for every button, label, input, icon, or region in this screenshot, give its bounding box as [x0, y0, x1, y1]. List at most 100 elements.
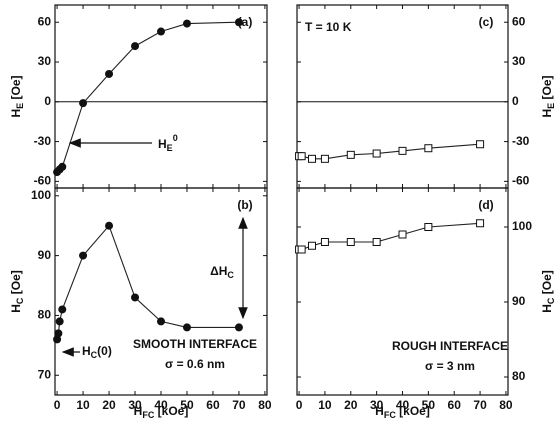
data-point [476, 219, 485, 228]
text-part: [kOe] [154, 404, 188, 418]
text-part: [Oe] [540, 270, 554, 297]
text-part: (0) [97, 344, 112, 358]
text-part: E [15, 103, 25, 109]
annotation: HE0 [158, 133, 178, 153]
x-axis-label: HFC [kOe] [375, 404, 430, 420]
series-line [56, 224, 239, 340]
y-tick-label: 60 [38, 14, 52, 28]
data-point [320, 154, 329, 163]
text-part: H [158, 137, 167, 151]
text-part: [kOe] [396, 404, 430, 418]
data-point [476, 140, 485, 149]
text-part: [Oe] [9, 75, 23, 102]
text-part: E [167, 143, 173, 153]
data-point [320, 238, 329, 246]
text-part: H [9, 304, 23, 313]
data-point [53, 335, 62, 344]
data-point [182, 323, 191, 332]
x-tick-label: 60 [448, 398, 462, 412]
x-tick-label: 40 [154, 398, 168, 412]
x-tick-label: 20 [344, 398, 358, 412]
text-part: H [540, 304, 554, 313]
text-part: σ = 3 nm [425, 359, 475, 373]
annotation: σ = 3 nm [425, 359, 475, 373]
x-tick-label: 30 [370, 398, 384, 412]
y-tick-label: 90 [38, 248, 52, 262]
series-line [56, 21, 239, 173]
data-point [234, 323, 243, 332]
x-axis-label: HFC [kOe] [134, 404, 189, 420]
panel-label: (d) [478, 198, 493, 212]
data-point [55, 317, 64, 326]
y-tick-label: 100 [31, 188, 51, 202]
text-part: H [9, 109, 23, 118]
data-point [79, 251, 88, 260]
panel-label: (b) [237, 198, 252, 212]
data-point [346, 238, 355, 246]
data-point [131, 42, 140, 51]
text-part: ROUGH INTERFACE [392, 339, 508, 353]
y-tick-label: 30 [38, 54, 52, 68]
text-part: FC [384, 410, 396, 420]
x-tick-label: 40 [396, 398, 410, 412]
data-point [398, 146, 407, 155]
data-point [424, 223, 433, 231]
y-axis-label: HC [Oe] [540, 270, 556, 313]
x-tick-label: 20 [102, 398, 116, 412]
data-point [346, 150, 355, 159]
x-tick-label: 50 [422, 398, 436, 412]
y-tick-label: 60 [512, 14, 526, 28]
data-point [234, 18, 243, 27]
x-tick-label: 50 [180, 398, 194, 412]
data-point [182, 19, 191, 28]
data-point [157, 27, 165, 36]
panel-label: (c) [479, 15, 494, 29]
y-tick-label: -30 [512, 134, 530, 148]
data-point [79, 99, 88, 108]
text-part: [Oe] [9, 270, 23, 297]
data-point [307, 154, 316, 163]
x-tick-label: 70 [232, 398, 246, 412]
data-point [105, 221, 114, 230]
text-part: E [546, 103, 556, 109]
y-tick-label: 100 [512, 219, 532, 233]
data-point [297, 152, 306, 161]
y-tick-label: 30 [512, 54, 526, 68]
data-point [54, 329, 63, 338]
x-tick-label: 0 [296, 398, 303, 412]
data-point [307, 241, 316, 250]
panel-frame [54, 187, 268, 396]
annotation: ROUGH INTERFACE [392, 339, 508, 353]
text-part: C [546, 297, 556, 304]
y-axis-label: HC [Oe] [9, 270, 25, 313]
data-point [105, 69, 114, 78]
text-part: FC [142, 410, 154, 420]
text-part: H [134, 404, 143, 418]
y-tick-label: 70 [38, 367, 52, 381]
annotation: σ = 0.6 nm [165, 357, 225, 371]
y-tick-label: 80 [512, 369, 526, 383]
text-part: C [227, 270, 234, 280]
y-axis-label: HE [Oe] [9, 75, 25, 117]
x-tick-label: 80 [258, 398, 272, 412]
data-point [58, 305, 67, 314]
text-part: C [15, 297, 25, 304]
data-point [297, 245, 306, 254]
y-tick-label: 0 [44, 94, 51, 108]
y-axis-label: HE [Oe] [540, 75, 556, 117]
x-tick-label: 0 [54, 398, 61, 412]
annotation: T = 10 K [305, 20, 352, 34]
annotation: SMOOTH INTERFACE [133, 337, 257, 351]
data-point [372, 238, 381, 246]
y-tick-label: -60 [34, 174, 52, 188]
y-tick-label: 90 [512, 294, 526, 308]
y-tick-label: -30 [34, 134, 52, 148]
panel-label: (a) [238, 15, 253, 29]
text-part: σ = 0.6 nm [165, 357, 225, 371]
text-part: T = 10 K [305, 20, 352, 34]
data-point [58, 162, 67, 171]
text-part: ΔH [210, 264, 227, 278]
y-tick-label: 0 [512, 94, 519, 108]
text-part: H [82, 344, 91, 358]
data-point [398, 230, 407, 239]
